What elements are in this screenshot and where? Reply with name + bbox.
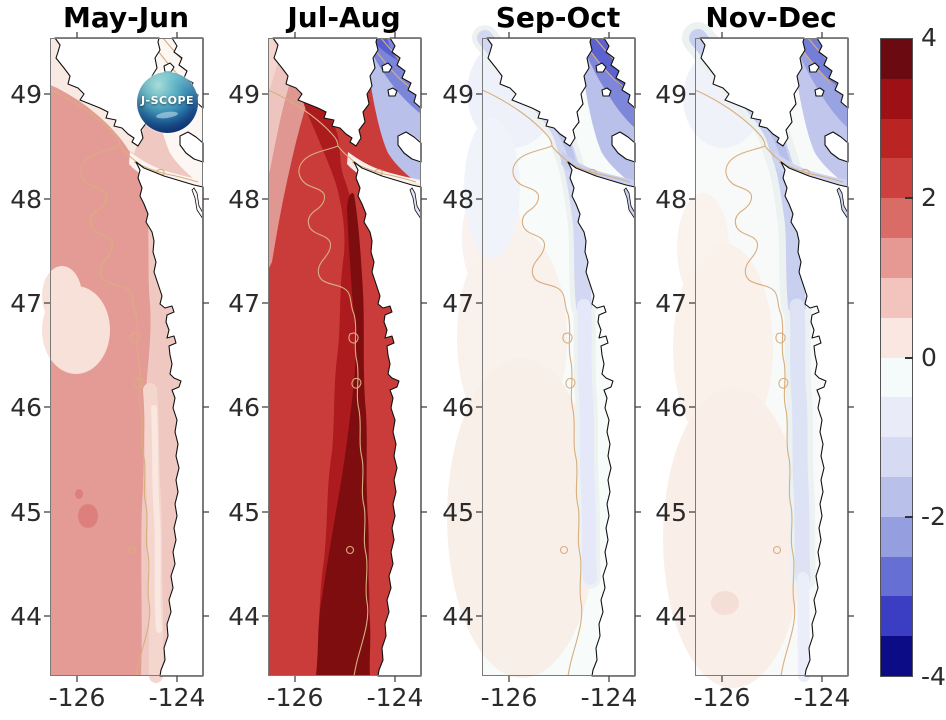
lat-tick-label: 47 <box>10 289 42 318</box>
lon-tick-label: -126 <box>266 683 324 712</box>
anomaly-blob <box>268 38 286 92</box>
lat-tick-label: 48 <box>10 185 42 214</box>
colorbar-tick-label: 2 <box>921 182 937 212</box>
lat-tick-label: 44 <box>442 602 474 631</box>
lat-tick-label: 48 <box>228 185 260 214</box>
lat-tick-label: 44 <box>10 602 42 631</box>
lat-tick-label: 49 <box>655 80 687 109</box>
colorbar-segment <box>881 357 912 398</box>
colorbar-tick-label: 0 <box>921 342 937 372</box>
colorbar-segment <box>881 277 912 318</box>
lon-tick-label: -124 <box>793 683 851 712</box>
anomaly-blob <box>268 38 306 176</box>
strait-blob-core <box>795 38 848 98</box>
colorbar-tick-label: -2 <box>921 502 946 532</box>
lat-tick-label: 48 <box>655 185 687 214</box>
map-panel-jul-aug <box>261 31 428 683</box>
anomaly-blob <box>663 388 803 688</box>
map-panel-sep-oct <box>447 38 642 683</box>
lat-tick-label: 44 <box>655 602 687 631</box>
lat-tick-label: 47 <box>655 289 687 318</box>
colorbar-segment <box>881 397 912 438</box>
strait-blob-core <box>582 38 635 98</box>
panel-title-jul-aug: Jul-Aug <box>287 1 401 34</box>
coastal-strip-inner <box>151 405 162 633</box>
anomaly-blob <box>464 118 520 258</box>
colorbar-segment <box>881 78 912 119</box>
anomaly-blob <box>711 591 739 615</box>
fish-icon <box>155 110 179 120</box>
lat-tick-label: 47 <box>442 289 474 318</box>
panel-title-sep-oct: Sep-Oct <box>495 1 621 34</box>
colorbar-tick-mark <box>905 196 913 199</box>
anomaly-blob <box>50 85 151 676</box>
colorbar-tick-label: 4 <box>921 23 937 52</box>
anomaly-blob <box>447 358 597 678</box>
lat-tick-label: 49 <box>442 80 474 109</box>
lat-tick-label: 46 <box>10 393 42 422</box>
lat-tick-label: 45 <box>655 498 687 527</box>
lon-tick-label: -124 <box>580 683 638 712</box>
colorbar-segment <box>881 198 912 239</box>
colorbar-segment <box>881 596 912 637</box>
anomaly-blob-darkest <box>316 193 371 676</box>
lat-tick-label: 45 <box>10 498 42 527</box>
colorbar-segment <box>881 636 912 676</box>
colorbar-segment <box>881 556 912 597</box>
jscope-logo: J-SCOPE <box>137 72 198 133</box>
lat-tick-label: 49 <box>228 80 260 109</box>
lat-tick-label: 46 <box>655 393 687 422</box>
lat-tick-label: 48 <box>442 185 474 214</box>
lat-tick-label: 49 <box>10 80 42 109</box>
colorbar-segment <box>881 39 912 79</box>
colorbar-segment <box>881 238 912 278</box>
colorbar-segment <box>881 118 912 159</box>
lat-tick-label: 45 <box>228 498 260 527</box>
map-panel-may-jun <box>42 31 210 676</box>
colorbar <box>880 38 913 677</box>
lat-tick-label: 47 <box>228 289 260 318</box>
coastal-cool-band <box>797 306 803 578</box>
warm-hotspot <box>78 504 98 528</box>
lat-tick-label: 46 <box>228 393 260 422</box>
lat-tick-label: 44 <box>228 602 260 631</box>
lat-tick-label: 45 <box>442 498 474 527</box>
lon-tick-label: -126 <box>480 683 538 712</box>
anomaly-blob <box>42 266 82 326</box>
colorbar-tick-label: -4 <box>921 662 946 691</box>
colorbar-segment <box>881 158 912 199</box>
coastal-cool-band-tail <box>797 572 810 682</box>
jscope-logo-text: J-SCOPE <box>140 94 195 107</box>
warm-hotspot <box>75 489 83 499</box>
colorbar-segment <box>881 317 912 358</box>
colorbar-tick-mark <box>905 516 913 519</box>
panel-title-may-jun: May-Jun <box>62 1 190 34</box>
lat-tick-label: 46 <box>442 393 474 422</box>
colorbar-segment <box>881 437 912 477</box>
strait-blob <box>365 38 421 114</box>
coastal-cool-band <box>584 306 590 578</box>
panel-title-nov-dec: Nov-Dec <box>705 1 837 34</box>
colorbar-segment <box>881 476 912 517</box>
colorbar-segment <box>881 516 912 557</box>
lon-tick-label: -124 <box>366 683 424 712</box>
juan-de-fuca-core <box>353 158 421 184</box>
map-panel-nov-dec <box>663 38 855 688</box>
colorbar-tick-mark <box>905 356 913 359</box>
lon-tick-label: -126 <box>48 683 106 712</box>
lon-tick-label: -126 <box>693 683 751 712</box>
lon-tick-label: -124 <box>148 683 206 712</box>
